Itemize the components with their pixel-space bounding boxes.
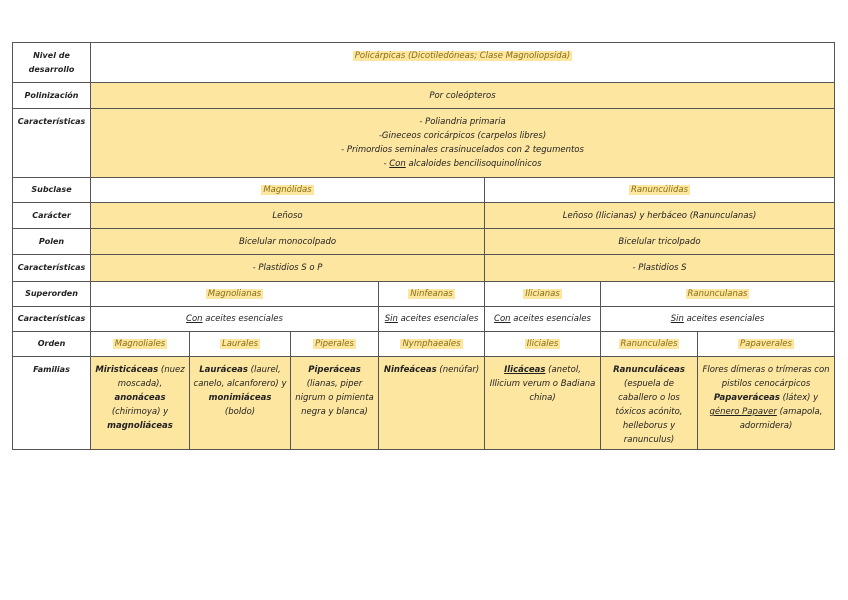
row-caracteristicas1: Características - Poliandria primaria -G… — [12, 108, 836, 178]
row-polen: Polen Bicelular monocolpado Bicelular tr… — [12, 228, 836, 255]
label-polinizacion: Polinización — [12, 82, 91, 109]
line: -Gineceos coricárpicos (carpelos libres) — [378, 131, 547, 141]
line: - Con alcaloides bencilisoquinolínicos — [383, 159, 542, 169]
aceites-value: Sin aceites esenciales — [599, 306, 836, 332]
polen-value: Bicelular tricolpado — [483, 228, 836, 255]
orden-value: Papaverales — [738, 339, 794, 349]
row-familias: Familias Miristicáceas (nuez moscada), a… — [12, 356, 836, 450]
superorden-value: Magnolianas — [205, 289, 264, 299]
orden-value: Nymphaeales — [400, 339, 463, 349]
orden-value: Piperales — [313, 339, 356, 349]
superorden-value: Ilicianas — [523, 289, 562, 299]
line: - Primordios seminales crasinucelados co… — [341, 145, 584, 155]
label-nivel: Nivel de desarrollo — [12, 42, 91, 83]
subclase-magnolidas: Magnólidas — [261, 185, 314, 195]
orden-value: Laurales — [219, 339, 261, 349]
familia-cell: Miristicáceas (nuez moscada), anonáceas … — [90, 356, 190, 450]
orden-value: Magnoliales — [112, 339, 168, 349]
superorden-value: Ninfeanas — [408, 289, 455, 299]
label-caracteristicas: Características — [12, 108, 91, 178]
row-subclase: Subclase Magnólidas Ranuncúlidas — [12, 177, 836, 203]
aceites-value: Con aceites esenciales — [90, 306, 379, 332]
polinizacion-value: Por coleópteros — [89, 82, 836, 109]
row-nivel: Nivel de desarrollo Policárpicas (Dicoti… — [12, 42, 836, 83]
label-subclase: Subclase — [12, 177, 91, 203]
subclase-ranunculidas: Ranuncúlidas — [628, 185, 691, 195]
plastidios-value: - Plastidios S — [483, 254, 836, 282]
label-familias: Familias — [12, 356, 91, 450]
aceites-value: Sin aceites esenciales — [378, 306, 485, 332]
familia-cell: Ranunculáceas (espuela de caballero o lo… — [600, 356, 698, 450]
polen-value: Bicelular monocolpado — [90, 228, 485, 255]
row-superorden: Superorden Magnolianas Ninfeanas Ilician… — [12, 281, 836, 307]
row-caracter: Carácter Leñoso Leñoso (Ilicianas) y her… — [12, 202, 836, 229]
familia-cell: Flores dímeras o trímeras con pistilos c… — [696, 356, 836, 450]
label-superorden: Superorden — [12, 281, 91, 307]
label-orden: Orden — [12, 331, 91, 357]
aceites-value: Con aceites esenciales — [484, 306, 601, 332]
label-caracter: Carácter — [12, 202, 91, 229]
caracteristicas-list: - Poliandria primaria -Gineceos coricárp… — [89, 108, 836, 178]
caracter-value: Leñoso — [90, 202, 485, 229]
caracter-value: Leñoso (Ilicianas) y herbáceo (Ranuncula… — [483, 202, 836, 229]
row-orden: Orden Magnoliales Laurales Piperales Nym… — [12, 331, 836, 357]
row-polinizacion: Polinización Por coleópteros — [12, 82, 836, 109]
label-polen: Polen — [12, 228, 91, 255]
orden-value: Ranunculales — [618, 339, 680, 349]
row-caracteristicas3: Características Con aceites esenciales S… — [12, 306, 836, 332]
label-caracteristicas: Características — [12, 306, 91, 332]
familia-cell: Ninfeáceas (nenúfar) — [378, 356, 485, 450]
line: - Poliandria primaria — [419, 117, 506, 127]
label-caracteristicas: Características — [12, 254, 91, 282]
nivel-value: Policárpicas (Dicotiledóneas; Clase Magn… — [352, 51, 573, 61]
familia-cell: Piperáceas (lianas, piper nigrum o pimie… — [290, 356, 379, 450]
superorden-value: Ranunculanas — [685, 289, 750, 299]
row-caracteristicas2: Características - Plastidios S o P - Pla… — [12, 254, 836, 282]
plastidios-value: - Plastidios S o P — [90, 254, 485, 282]
familia-cell: Lauráceas (laurel, canelo, alcanforero) … — [189, 356, 291, 450]
orden-value: Iliciales — [524, 339, 561, 349]
classification-table: Nivel de desarrollo Policárpicas (Dicoti… — [12, 42, 836, 450]
familia-cell: Ilicáceas (anetol, Illicium verum o Badi… — [484, 356, 601, 450]
